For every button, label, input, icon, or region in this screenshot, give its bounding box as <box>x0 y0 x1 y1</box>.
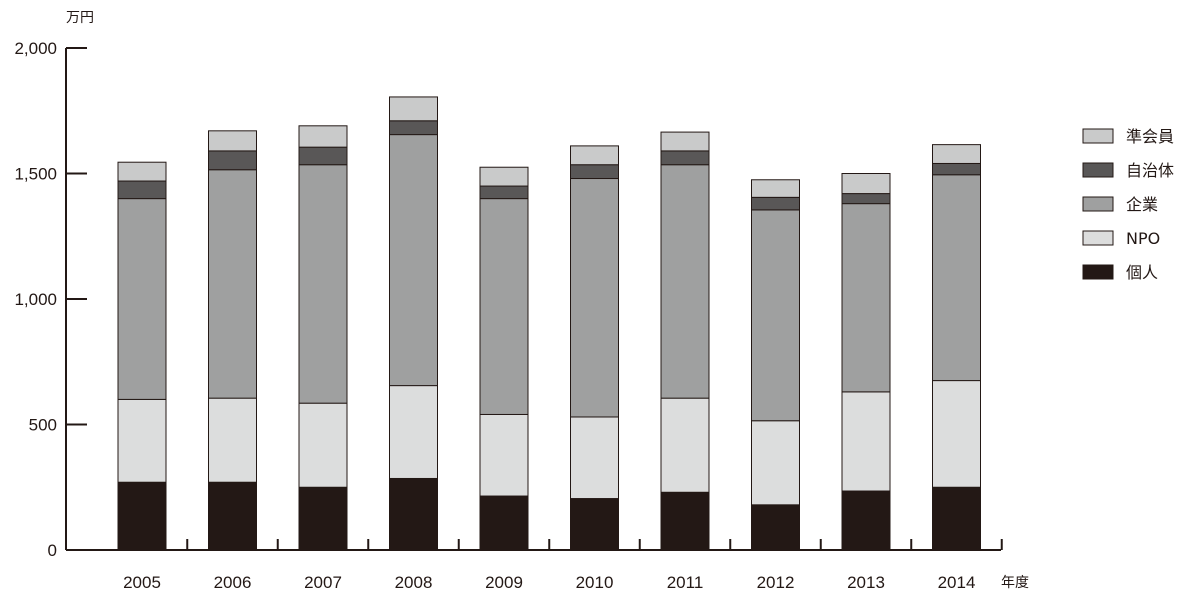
x-tick-label: 2012 <box>757 573 795 592</box>
legend-swatch-企業 <box>1082 196 1114 212</box>
bar-segment-2010-準会員 <box>570 145 619 166</box>
y-tick-label: 1,000 <box>14 290 57 309</box>
bar-segment-2007-自治体 <box>298 146 348 166</box>
bar-segment-2011-準会員 <box>660 131 710 152</box>
x-axis-unit-label: 年度 <box>1001 575 1029 591</box>
x-tick-label: 2007 <box>304 573 342 592</box>
bar-segment-2008-NPO <box>389 385 438 479</box>
bar-segment-2008-準会員 <box>389 96 438 122</box>
bar-segment-2008-個人 <box>389 477 438 551</box>
bar-segment-2009-企業 <box>479 198 529 415</box>
bar-segment-2005-個人 <box>117 481 167 551</box>
x-tick-label: 2013 <box>847 573 885 592</box>
legend-label-NPO: NPO <box>1126 229 1160 248</box>
x-tick-label: 2010 <box>576 573 614 592</box>
bar-segment-2012-企業 <box>751 209 800 422</box>
bar-segment-2011-自治体 <box>660 150 710 166</box>
bar-segment-2014-自治体 <box>932 162 981 176</box>
bar-segment-2006-NPO <box>208 397 257 483</box>
bar-segment-2012-NPO <box>751 420 800 506</box>
x-tick-label: 2008 <box>395 573 433 592</box>
bar-segment-2010-個人 <box>570 498 619 551</box>
bar-segment-2007-準会員 <box>298 125 348 148</box>
bar-segment-2006-自治体 <box>208 150 257 171</box>
legend-swatch-個人 <box>1082 264 1114 280</box>
x-tick-label: 2011 <box>667 573 704 592</box>
bar-segment-2010-NPO <box>570 416 619 500</box>
bar-segment-2005-企業 <box>117 198 167 400</box>
bars-layer <box>117 96 981 551</box>
legend-label-準会員: 準会員 <box>1126 127 1174 146</box>
legend-swatch-準会員 <box>1082 128 1114 144</box>
bar-segment-2006-企業 <box>208 169 257 399</box>
y-axis-unit-label: 万円 <box>66 10 94 26</box>
y-tick-label: 2,000 <box>14 39 57 58</box>
bar-segment-2007-NPO <box>298 402 348 488</box>
legend-label-企業: 企業 <box>1126 195 1158 214</box>
bar-segment-2013-NPO <box>841 391 891 492</box>
legend-label-自治体: 自治体 <box>1126 161 1174 180</box>
bar-segment-2006-準会員 <box>208 130 257 152</box>
bar-segment-2013-企業 <box>841 203 891 393</box>
bar-segment-2008-企業 <box>389 134 438 387</box>
legend-swatch-自治体 <box>1082 162 1114 178</box>
bar-segment-2011-企業 <box>660 164 710 399</box>
bar-segment-2009-個人 <box>479 495 529 551</box>
bar-segment-2005-NPO <box>117 398 167 483</box>
bar-segment-2006-個人 <box>208 481 257 551</box>
bar-segment-2012-自治体 <box>751 196 800 211</box>
axes-layer: 2005 2006 2007 2008 2009 2010 2011 2012 2013 2014… <box>14 39 1003 592</box>
bar-segment-2009-NPO <box>479 413 529 497</box>
bar-segment-2013-準会員 <box>841 173 891 195</box>
x-tick-label: 2006 <box>214 573 252 592</box>
bar-segment-2012-個人 <box>751 504 800 551</box>
bar-segment-2013-自治体 <box>841 193 891 205</box>
bar-segment-2014-企業 <box>932 174 981 382</box>
bar-segment-2010-企業 <box>570 178 619 418</box>
bar-segment-2014-NPO <box>932 380 981 488</box>
y-tick-label: 1,500 <box>14 165 57 184</box>
bar-segment-2005-自治体 <box>117 180 167 200</box>
bar-segment-2007-個人 <box>298 486 348 551</box>
x-tick-label: 2014 <box>938 573 976 592</box>
x-tick-label: 2009 <box>485 573 523 592</box>
bar-segment-2009-準会員 <box>479 166 529 187</box>
bar-segment-2011-個人 <box>660 491 710 551</box>
bar-segment-2010-自治体 <box>570 164 619 180</box>
bar-segment-2013-個人 <box>841 490 891 551</box>
y-tick-label: 0 <box>48 541 57 560</box>
y-tick-label: 500 <box>29 416 57 435</box>
x-tick-label: 2005 <box>123 573 161 592</box>
bar-segment-2011-NPO <box>660 397 710 493</box>
bar-segment-2012-準会員 <box>751 179 800 198</box>
legend-swatch-NPO <box>1082 230 1114 246</box>
bar-segment-2005-準会員 <box>117 161 167 182</box>
bar-segment-2009-自治体 <box>479 185 529 200</box>
legend-label-個人: 個人 <box>1126 263 1158 282</box>
bar-segment-2014-準会員 <box>932 144 981 164</box>
bar-segment-2007-企業 <box>298 164 348 404</box>
bar-segment-2008-自治体 <box>389 120 438 136</box>
bar-segment-2014-個人 <box>932 486 981 551</box>
